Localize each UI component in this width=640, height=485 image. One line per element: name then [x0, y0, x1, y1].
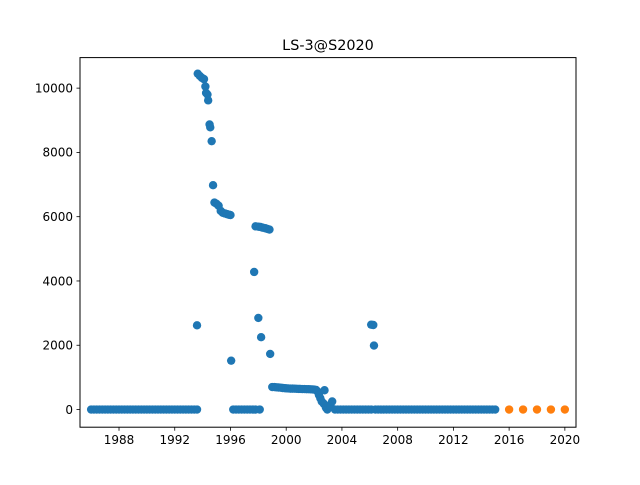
y-tick-label: 6000 [42, 210, 73, 224]
series-2-point [532, 405, 542, 414]
series-2-point [518, 405, 528, 414]
series-1-point [256, 333, 266, 342]
chart-title: LS-3@S2020 [282, 38, 374, 54]
series-1-point [199, 74, 209, 84]
x-tick-label: 2020 [550, 433, 581, 447]
x-tick-label: 2000 [271, 433, 302, 447]
series-1-point [265, 349, 275, 359]
y-tick-label: 4000 [42, 274, 73, 288]
series-1-point [203, 96, 213, 105]
series-1-point [201, 82, 210, 91]
series-1-point [255, 405, 264, 414]
x-tick-label: 2008 [382, 433, 413, 447]
y-tick-label: 2000 [42, 339, 73, 353]
series-1-point [208, 180, 218, 190]
series-1-point [226, 210, 235, 220]
series-2-point [504, 405, 514, 414]
x-axis: 1988 1992 1996 2000 2004 2008 2012 2016 2020 [104, 427, 580, 447]
series-1-point [226, 356, 236, 365]
y-tick-label: 0 [65, 403, 73, 417]
y-tick-label: 10000 [35, 81, 73, 95]
series-1-point [490, 405, 500, 414]
series-1-point [192, 321, 202, 330]
series-1-point [207, 136, 216, 146]
series-1-point [254, 313, 263, 323]
x-tick-label: 1988 [104, 433, 135, 447]
series-1-point [327, 397, 337, 406]
series-2-point [546, 405, 556, 414]
series-1-point [369, 320, 378, 330]
series-2-point [560, 405, 570, 414]
x-tick-label: 2012 [438, 433, 469, 447]
x-tick-label: 1996 [215, 433, 246, 447]
x-tick-label: 2016 [494, 433, 525, 447]
y-axis: 0 2000 4000 6000 8000 10000 [35, 81, 80, 417]
series-1-point [192, 405, 202, 414]
x-tick-label: 2004 [327, 433, 358, 447]
series-1-point [265, 225, 274, 234]
y-tick-label: 8000 [42, 146, 73, 160]
points-layer [86, 69, 570, 414]
x-tick-label: 1992 [159, 433, 190, 447]
series-1-point [206, 123, 215, 132]
series-1-point [249, 267, 259, 277]
plot-frame [79, 57, 577, 428]
series-1-point [320, 386, 329, 395]
series-1-point [369, 341, 379, 350]
